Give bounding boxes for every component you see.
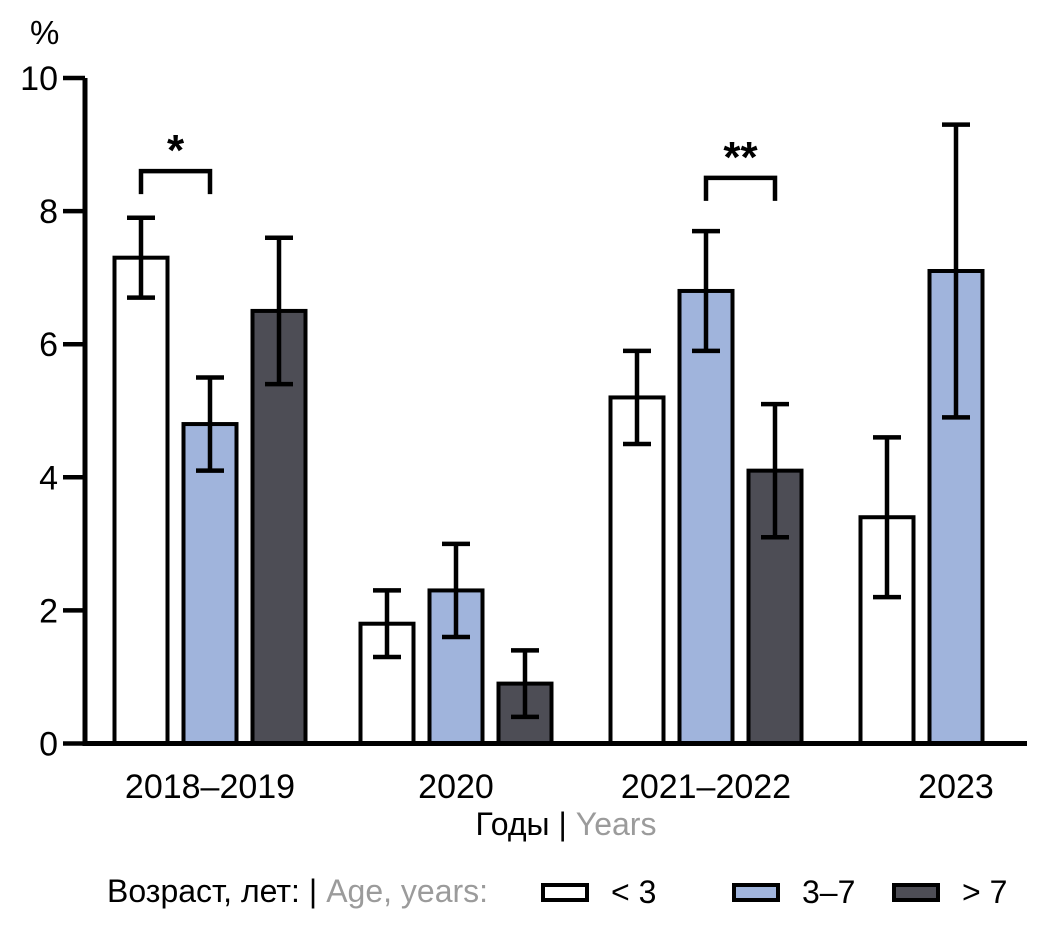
significance-bracket bbox=[138, 168, 213, 195]
x-axis-title-ru: Годы bbox=[475, 806, 550, 842]
y-tick-label: 2 bbox=[39, 592, 58, 630]
bar-<3-group2 bbox=[608, 395, 666, 746]
y-tick-label: 4 bbox=[39, 459, 58, 497]
x-category-label: 2020 bbox=[418, 768, 494, 805]
legend-item-label: < 3 bbox=[611, 873, 657, 910]
legend-title-ru: Возраст, лет: bbox=[107, 873, 300, 909]
legend-item: < 3 bbox=[541, 873, 656, 911]
legend-swatch-icon bbox=[732, 882, 780, 902]
y-tick-label: 0 bbox=[39, 726, 58, 764]
x-axis-title-en: Years bbox=[575, 806, 657, 842]
significance-label: * bbox=[167, 126, 185, 175]
legend-item-label: 3–7 bbox=[802, 873, 856, 910]
legend-item-label: > 7 bbox=[962, 873, 1008, 910]
x-axis-title-separator: | bbox=[558, 806, 567, 842]
bar-<3-group0 bbox=[112, 255, 170, 746]
legend-item: 3–7 bbox=[732, 873, 855, 911]
legend-title-separator: | bbox=[308, 873, 318, 909]
y-axis-unit-label: % bbox=[30, 14, 60, 51]
legend-swatch-icon bbox=[892, 882, 940, 902]
x-category-label: 2018–2019 bbox=[125, 768, 295, 805]
x-axis-title: Годы | Years bbox=[95, 806, 1037, 843]
legend-swatch-icon bbox=[541, 882, 589, 902]
y-tick-label: 6 bbox=[39, 326, 58, 364]
x-category-label: 2023 bbox=[918, 768, 994, 805]
significance-bracket bbox=[703, 175, 778, 201]
bar-3–7-group2 bbox=[677, 288, 735, 746]
significance-label: ** bbox=[723, 133, 758, 182]
legend-title: Возраст, лет: | Age, years: bbox=[107, 873, 488, 910]
legend-item: > 7 bbox=[892, 873, 1007, 911]
bar-3–7-group0 bbox=[181, 422, 239, 746]
y-tick-label: 10 bbox=[20, 60, 58, 98]
legend-title-en: Age, years: bbox=[326, 873, 489, 909]
y-tick-label: 8 bbox=[39, 193, 58, 231]
x-category-label: 2021–2022 bbox=[621, 768, 791, 805]
legend: Возраст, лет: | Age, years: < 3 3–7 > 7 bbox=[0, 866, 1054, 926]
